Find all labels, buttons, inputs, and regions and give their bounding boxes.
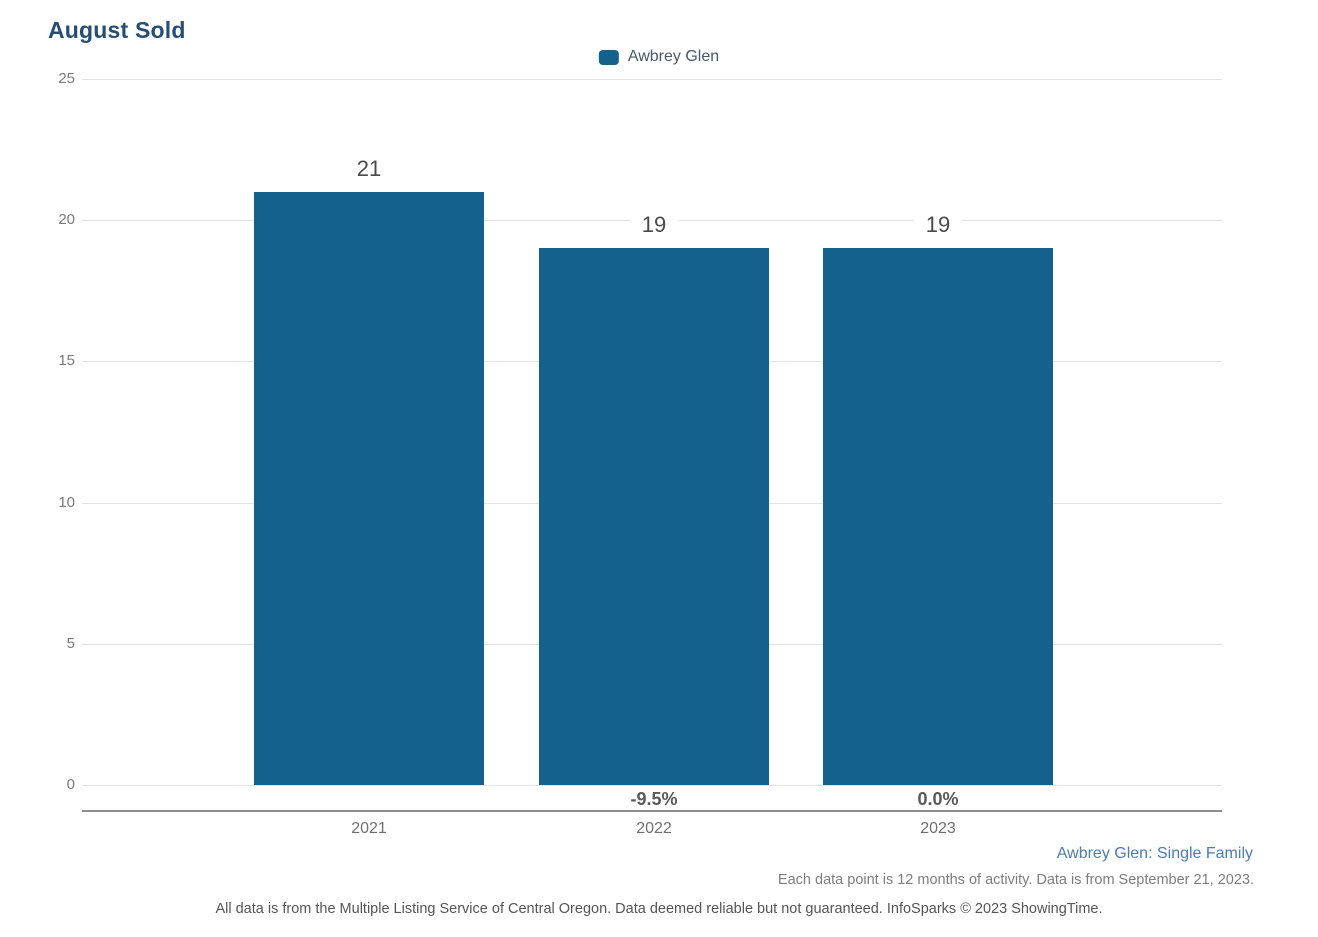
y-tick-label: 15: [58, 352, 75, 369]
y-tick-label: 20: [58, 211, 75, 228]
y-tick-label: 0: [66, 776, 75, 793]
pct-change-label: 0.0%: [917, 789, 959, 809]
legend-swatch-icon: [598, 49, 619, 65]
y-tick-label: 5: [66, 635, 75, 652]
y-tick-label: 10: [58, 494, 75, 511]
footer-data-note: Each data point is 12 months of activity…: [777, 872, 1254, 888]
legend-item-awbrey-glen[interactable]: Awbrey Glen: [598, 48, 720, 66]
bar-value-label: 19: [629, 208, 679, 242]
footer-series-note[interactable]: Awbrey Glen: Single Family: [1056, 845, 1253, 862]
x-axis-line: [82, 810, 1222, 812]
x-tick-label: 2021: [351, 820, 387, 837]
bar-value-label: 21: [344, 152, 394, 186]
x-tick-label: 2022: [636, 820, 672, 837]
x-tick-label: 2023: [920, 820, 956, 837]
footer-disclaimer: All data is from the Multiple Listing Se…: [215, 901, 1103, 917]
legend: Awbrey Glen: [598, 48, 720, 66]
y-tick-label: 25: [58, 70, 75, 87]
bar-value-label: 19: [913, 208, 963, 242]
gridline: [82, 785, 1222, 786]
legend-label: Awbrey Glen: [627, 48, 720, 65]
bar-2022[interactable]: [539, 248, 769, 785]
chart-title: August Sold: [48, 17, 186, 43]
pct-change-label: -9.5%: [630, 789, 678, 809]
gridline: [82, 79, 1222, 80]
bar-2021[interactable]: [254, 192, 484, 785]
bar-2023[interactable]: [823, 248, 1053, 785]
